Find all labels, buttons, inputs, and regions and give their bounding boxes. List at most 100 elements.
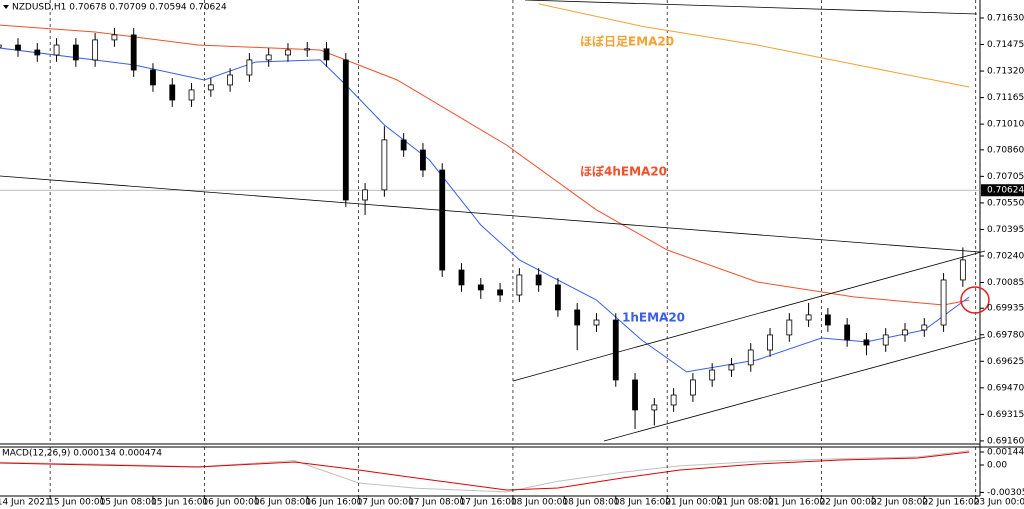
candle-body [902, 329, 908, 336]
y-tick-label: 0.69470 [987, 383, 1024, 393]
y-tick-label: 0.00 [987, 461, 1007, 471]
candle-body [651, 404, 658, 411]
candle-body [612, 319, 619, 381]
x-tick-label: 23 Jun 00:00 [974, 498, 1024, 508]
indicator-line [0, 24, 970, 306]
candle-body [92, 39, 99, 61]
candle-body [342, 59, 349, 201]
y-tick-label: 0.71165 [987, 93, 1024, 103]
candle-body [689, 379, 696, 396]
trend-line [524, 0, 978, 15]
candle-body [420, 149, 426, 171]
candle-body [188, 89, 195, 101]
x-tick-label: 17 Jun 00:00 [357, 498, 414, 508]
candle-body [227, 74, 234, 86]
x-tick-label: 18 Jun 08:00 [562, 498, 619, 508]
x-tick-label: 17 Jun 08:00 [408, 498, 465, 508]
x-tick-label: 15 Jun 16:00 [151, 498, 208, 508]
macd-label: MACD(12,26,9) 0.000134 0.000474 [2, 449, 162, 459]
candle-body [844, 324, 851, 341]
x-tick-label: 22 Jun 16:00 [922, 498, 979, 508]
candle-body [555, 284, 561, 311]
y-tick-label: 0.70240 [987, 251, 1024, 261]
y-tick-label: 0.69935 [987, 304, 1024, 314]
candle-body [111, 34, 118, 41]
indicator-line [538, 3, 970, 88]
y-tick-label: 0.69315 [987, 410, 1024, 420]
candle-body [477, 284, 484, 291]
x-tick-label: 16 Jun 08:00 [254, 498, 311, 508]
trend-line [0, 175, 981, 253]
y-tick-label: 0.71475 [987, 40, 1024, 50]
candle-body [670, 394, 677, 406]
y-tick-label: 0.71630 [987, 13, 1024, 23]
x-tick-label: 21 Jun 00:00 [665, 498, 722, 508]
trend-lines [0, 0, 990, 442]
y-tick-label: 0.70395 [987, 225, 1024, 235]
candle-body [767, 334, 773, 351]
x-tick-label: 16 Jun 16:00 [305, 498, 362, 508]
x-tick-label: 22 Jun 00:00 [819, 498, 876, 508]
candle-body [265, 54, 272, 61]
candle-body [497, 289, 503, 296]
candle-body [0, 44, 2, 48]
highlight-circle [960, 286, 990, 314]
y-tick-label: 0.001448 [987, 448, 1024, 458]
candle-body [381, 139, 388, 191]
candle-body [959, 259, 966, 281]
annotation: ほぼ日足EMA20 [580, 35, 674, 49]
candle-body [632, 379, 638, 411]
candle-body [921, 324, 928, 331]
y-tick-label: 0.70085 [987, 278, 1024, 288]
candle-body [15, 44, 21, 51]
candle-body [53, 44, 60, 56]
candle-body [728, 364, 735, 371]
x-tick-label: 14 Jun 2021 [0, 498, 51, 508]
menu-arrow[interactable] [3, 5, 9, 9]
candle-body [246, 59, 253, 76]
current-price-box [981, 184, 1024, 197]
candle-body [207, 84, 214, 91]
candle-body [34, 49, 41, 56]
annotation: ほぼ4hEMA20 [580, 165, 667, 179]
indicator-line [0, 451, 970, 491]
candle-body [362, 189, 368, 201]
candle-body [747, 349, 754, 366]
annotation: 1hEMA20 [622, 311, 685, 325]
macd-panel [0, 450, 970, 493]
x-tick-label: 21 Jun 16:00 [768, 498, 825, 508]
x-tick-label: 16 Jun 00:00 [202, 498, 259, 508]
y-tick-label: 0.69780 [987, 330, 1024, 340]
plot [0, 0, 980, 444]
y-tick-label: 0.70705 [987, 172, 1024, 182]
y-tick-label: 0.69625 [987, 357, 1024, 367]
y-tick-label: 0.71320 [987, 67, 1024, 77]
y-tick-label: 0.71010 [987, 120, 1024, 130]
candle-body [304, 48, 311, 51]
x-tick-label: 15 Jun 08:00 [100, 498, 157, 508]
candle-body [805, 314, 812, 321]
x-tick-label: 21 Jun 08:00 [717, 498, 774, 508]
candle-body [709, 369, 716, 381]
candle-body [516, 274, 523, 296]
candle-body [130, 34, 137, 71]
candle-body [863, 339, 870, 346]
x-tick-label: 15 Jun 00:00 [48, 498, 105, 508]
y-tick-label: 0.70860 [987, 145, 1024, 155]
candle-body [400, 139, 407, 151]
current-price-label: 0.70624 [987, 186, 1024, 196]
candle-body [882, 334, 889, 346]
y-tick-label: 0.70550 [987, 198, 1024, 208]
y-tick-label: 0.69160 [987, 436, 1024, 446]
trend-line [512, 250, 986, 382]
candle-body [786, 319, 793, 336]
candle-body [535, 274, 542, 286]
candle-body [593, 319, 600, 326]
candle-body [574, 309, 581, 326]
candle-body [940, 279, 947, 326]
x-tick-label: 18 Jun 16:00 [614, 498, 671, 508]
candle-body [323, 48, 330, 61]
y-tick-label: -0.003053 [987, 488, 1024, 498]
